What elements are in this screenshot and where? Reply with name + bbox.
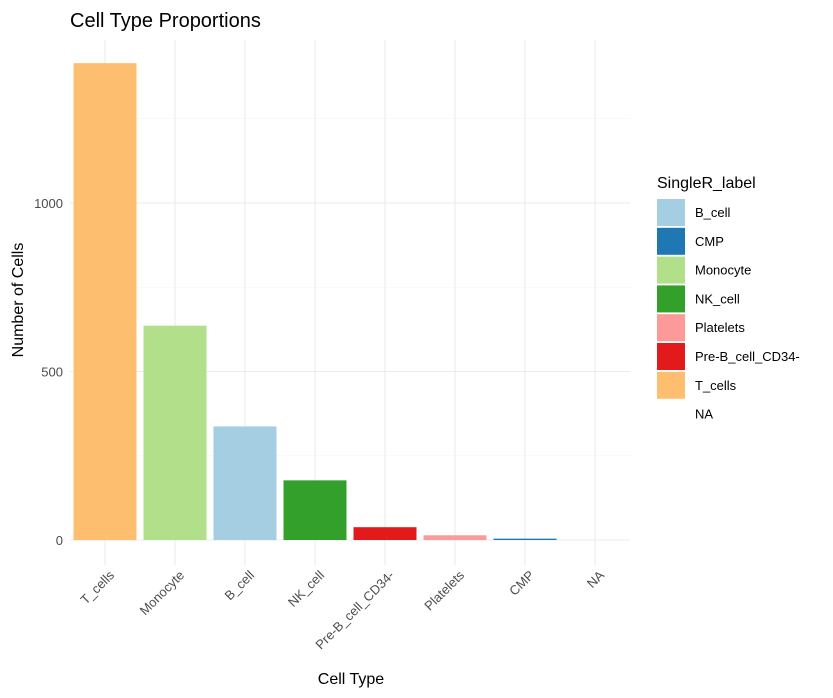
x-tick-label: CMP	[506, 568, 537, 599]
legend-key-pre-b-cell-cd34-	[657, 343, 685, 370]
legend-label-b-cell: B_cell	[695, 205, 731, 220]
legend-label-pre-b-cell-cd34-: Pre-B_cell_CD34-	[695, 349, 800, 364]
legend-key-monocyte	[657, 256, 685, 284]
legend-label-cmp: CMP	[695, 234, 724, 249]
x-tick-label: Monocyte	[137, 568, 187, 618]
bars	[73, 63, 557, 541]
legend-key-nk-cell	[657, 285, 685, 313]
x-axis-title: Cell Type	[318, 671, 385, 688]
x-axis-ticks: T_cells Monocyte B_cell NK_cellPre-B_cell_C…	[77, 567, 607, 652]
legend-label-nk-cell: NK_cell	[695, 291, 740, 306]
bar-b-cell	[213, 426, 277, 540]
legend-label-monocyte: Monocyte	[695, 263, 751, 278]
legend-key-cmp	[657, 227, 685, 255]
grid	[70, 40, 630, 565]
legend-key-na	[657, 400, 685, 428]
x-tick-label: B_cell	[221, 567, 257, 603]
y-tick-label: 500	[41, 365, 63, 380]
x-tick-label: Pre-B_cell_CD34-	[312, 568, 397, 653]
chart-title: Cell Type Proportions	[70, 10, 261, 32]
y-axis-title: Number of Cells	[10, 243, 27, 358]
bar-monocyte	[143, 325, 207, 540]
legend-key-t-cells	[657, 371, 685, 399]
legend-label-t-cells: T_cells	[695, 378, 737, 393]
x-tick-label: NK_cell	[285, 567, 327, 609]
x-tick-label: T_cells	[77, 567, 117, 607]
legend-key-platelets	[657, 314, 685, 342]
legend-title: SingleR_label	[657, 175, 756, 192]
legend-label-na: NA	[695, 407, 713, 422]
y-tick-label: 1000	[34, 196, 63, 211]
bar-platelets	[423, 535, 487, 540]
bar-nk-cell	[283, 480, 347, 540]
bar-cmp	[493, 538, 557, 540]
x-tick-label: NA	[584, 567, 608, 591]
bar-pre-b-cell-cd34-	[353, 527, 417, 540]
y-tick-label: 0	[56, 533, 63, 548]
legend-key-b-cell	[657, 199, 685, 226]
x-tick-label: Platelets	[421, 567, 467, 613]
bar-t-cells	[73, 63, 137, 541]
y-axis-ticks: 0 500 1000	[34, 196, 63, 548]
legend: SingleR_label B_cell CMP Monocyte NK_cell Pl…	[657, 175, 800, 428]
legend-label-platelets: Platelets	[695, 320, 745, 335]
